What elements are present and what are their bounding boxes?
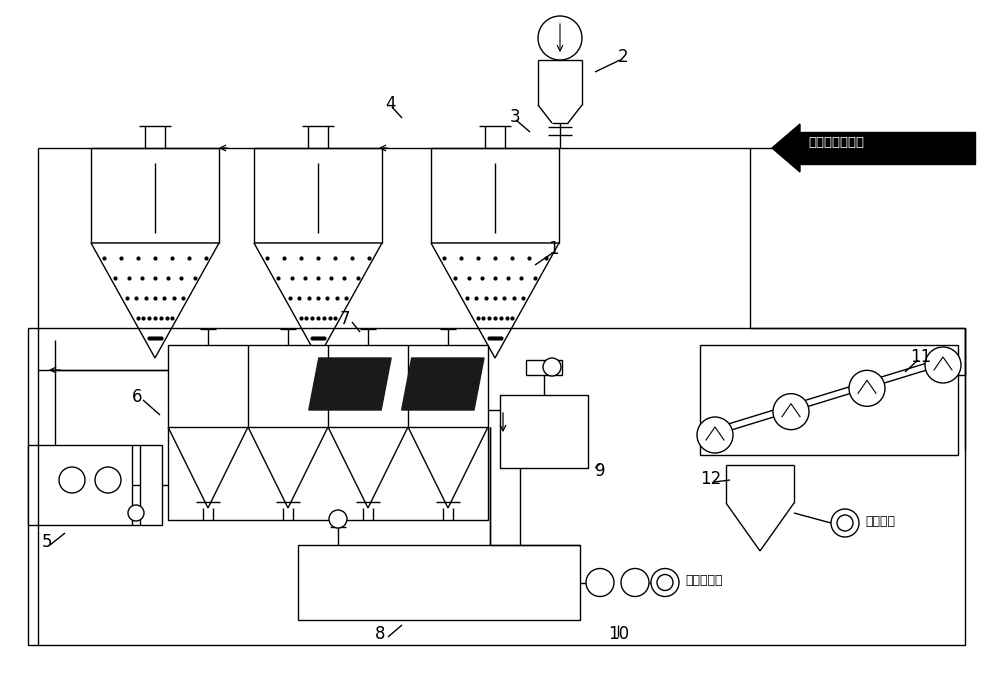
Circle shape <box>697 417 733 453</box>
Text: 去电炉工段: 去电炉工段 <box>685 574 722 587</box>
Circle shape <box>128 505 144 521</box>
Text: 8: 8 <box>375 625 386 643</box>
Bar <box>298 545 580 620</box>
Polygon shape <box>309 358 391 410</box>
Text: 3: 3 <box>510 108 521 126</box>
Polygon shape <box>254 243 382 358</box>
Polygon shape <box>772 124 800 172</box>
Circle shape <box>538 16 582 60</box>
Circle shape <box>849 370 885 406</box>
Text: 10: 10 <box>608 625 629 643</box>
Bar <box>431 148 559 243</box>
Text: 12: 12 <box>700 470 721 488</box>
Bar <box>91 148 219 243</box>
Bar <box>168 345 488 520</box>
Bar <box>500 395 588 468</box>
Text: 4: 4 <box>385 95 396 113</box>
Circle shape <box>773 394 809 430</box>
Circle shape <box>59 467 85 493</box>
Text: 6: 6 <box>132 388 143 406</box>
Bar <box>28 328 965 645</box>
Circle shape <box>329 510 347 528</box>
Circle shape <box>543 358 561 376</box>
Circle shape <box>586 569 614 597</box>
Bar <box>700 345 958 455</box>
Polygon shape <box>431 243 559 358</box>
Bar <box>526 360 562 375</box>
Text: 5: 5 <box>42 533 52 551</box>
Text: 到回转窑: 到回转窑 <box>865 515 895 528</box>
Bar <box>800 132 975 164</box>
Text: 11: 11 <box>910 348 931 366</box>
Text: 9: 9 <box>595 462 606 480</box>
Circle shape <box>831 509 859 537</box>
Text: 电炉含磷泥污水: 电炉含磷泥污水 <box>808 136 864 149</box>
Text: 2: 2 <box>618 48 629 66</box>
Text: 7: 7 <box>340 310 351 328</box>
Circle shape <box>651 569 679 597</box>
Bar <box>28 445 162 525</box>
Bar <box>254 148 382 243</box>
Text: 1: 1 <box>548 240 559 258</box>
Circle shape <box>621 569 649 597</box>
Circle shape <box>925 347 961 383</box>
Polygon shape <box>91 243 219 358</box>
Circle shape <box>95 467 121 493</box>
Polygon shape <box>402 358 484 410</box>
